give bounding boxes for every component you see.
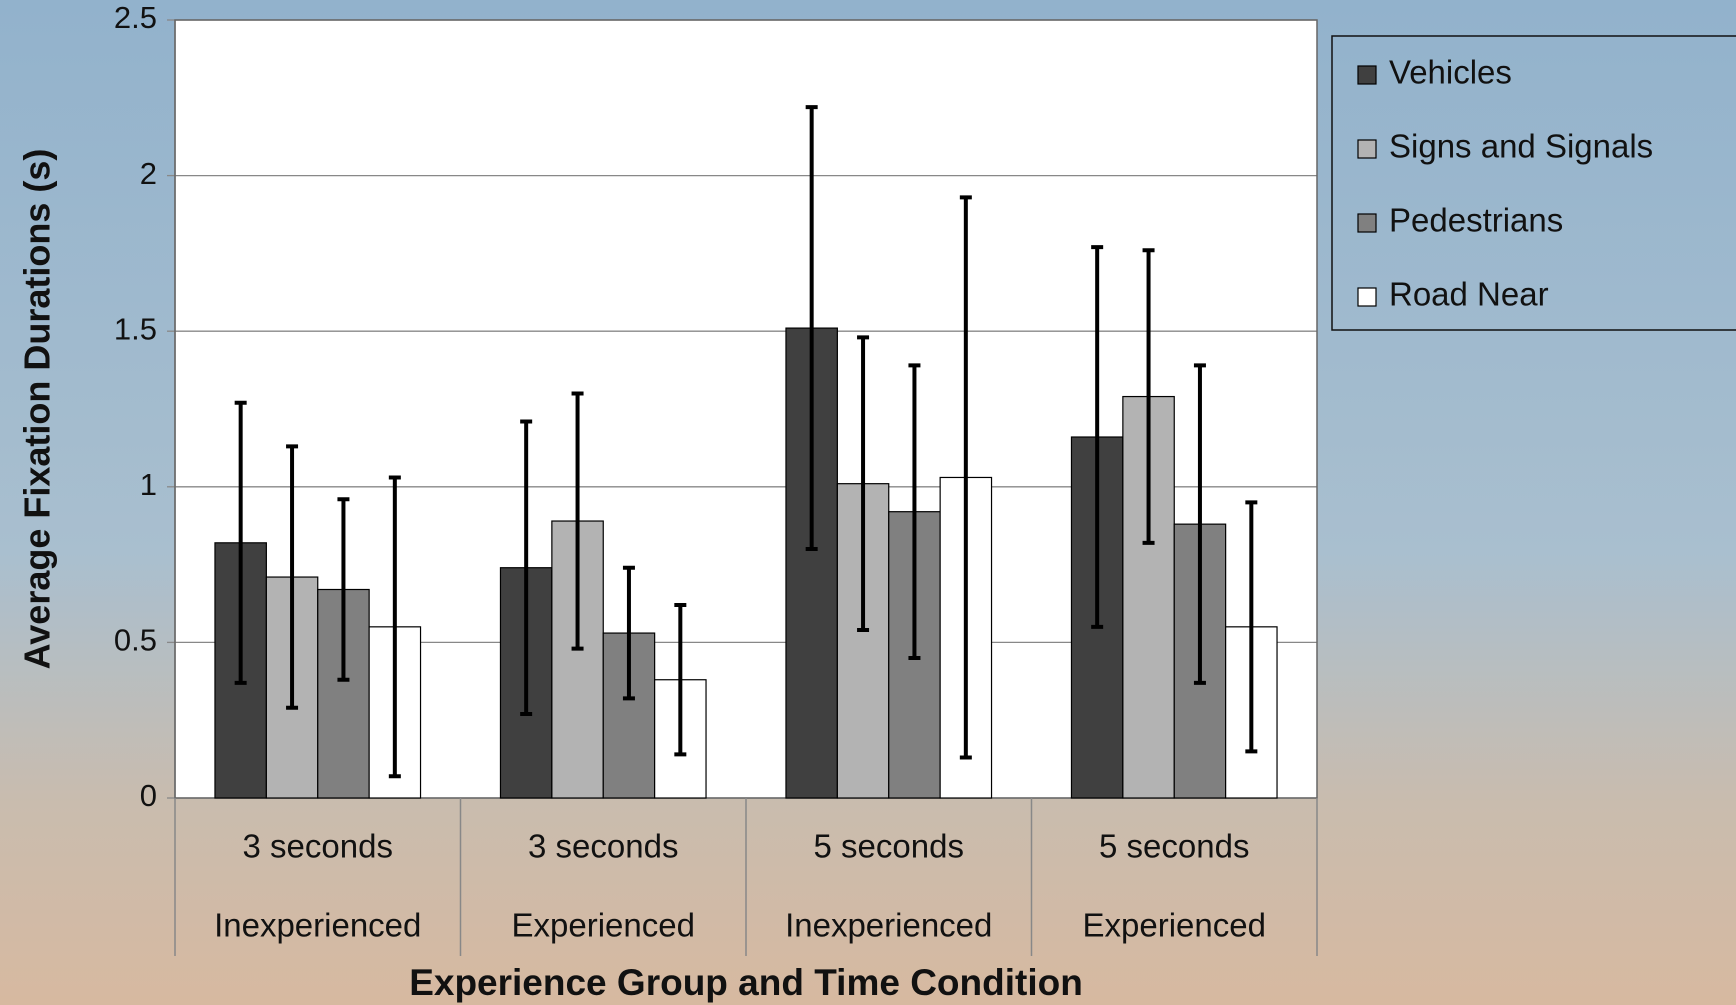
y-tick-label: 2.5 [114, 0, 157, 35]
x-axis-title: Experience Group and Time Condition [409, 962, 1083, 1003]
y-tick-label: 2 [140, 156, 157, 191]
y-tick-label: 1 [140, 467, 157, 502]
y-axis-title: Average Fixation Durations (s) [17, 149, 58, 670]
legend-swatch [1358, 288, 1376, 306]
chart: Average Fixation Durations (s) Experienc… [0, 0, 1736, 1005]
y-tick-label: 1.5 [114, 311, 157, 346]
legend-label: Vehicles [1389, 54, 1512, 91]
legend-swatch [1358, 214, 1376, 232]
legend-swatch [1358, 140, 1376, 158]
y-tick-label: 0.5 [114, 623, 157, 658]
x-tick-label: 3 seconds [243, 828, 393, 865]
x-group-label: Inexperienced [785, 907, 992, 944]
legend-label: Road Near [1389, 276, 1549, 313]
x-tick-label: 3 seconds [528, 828, 678, 865]
x-tick-label: 5 seconds [814, 828, 964, 865]
x-group-label: Experienced [1083, 907, 1266, 944]
y-tick-label: 0 [140, 778, 157, 813]
x-group-label: Experienced [512, 907, 695, 944]
x-tick-label: 5 seconds [1099, 828, 1249, 865]
legend-label: Signs and Signals [1389, 128, 1653, 165]
x-group-label: Inexperienced [214, 907, 421, 944]
legend-label: Pedestrians [1389, 202, 1563, 239]
legend-swatch [1358, 66, 1376, 84]
